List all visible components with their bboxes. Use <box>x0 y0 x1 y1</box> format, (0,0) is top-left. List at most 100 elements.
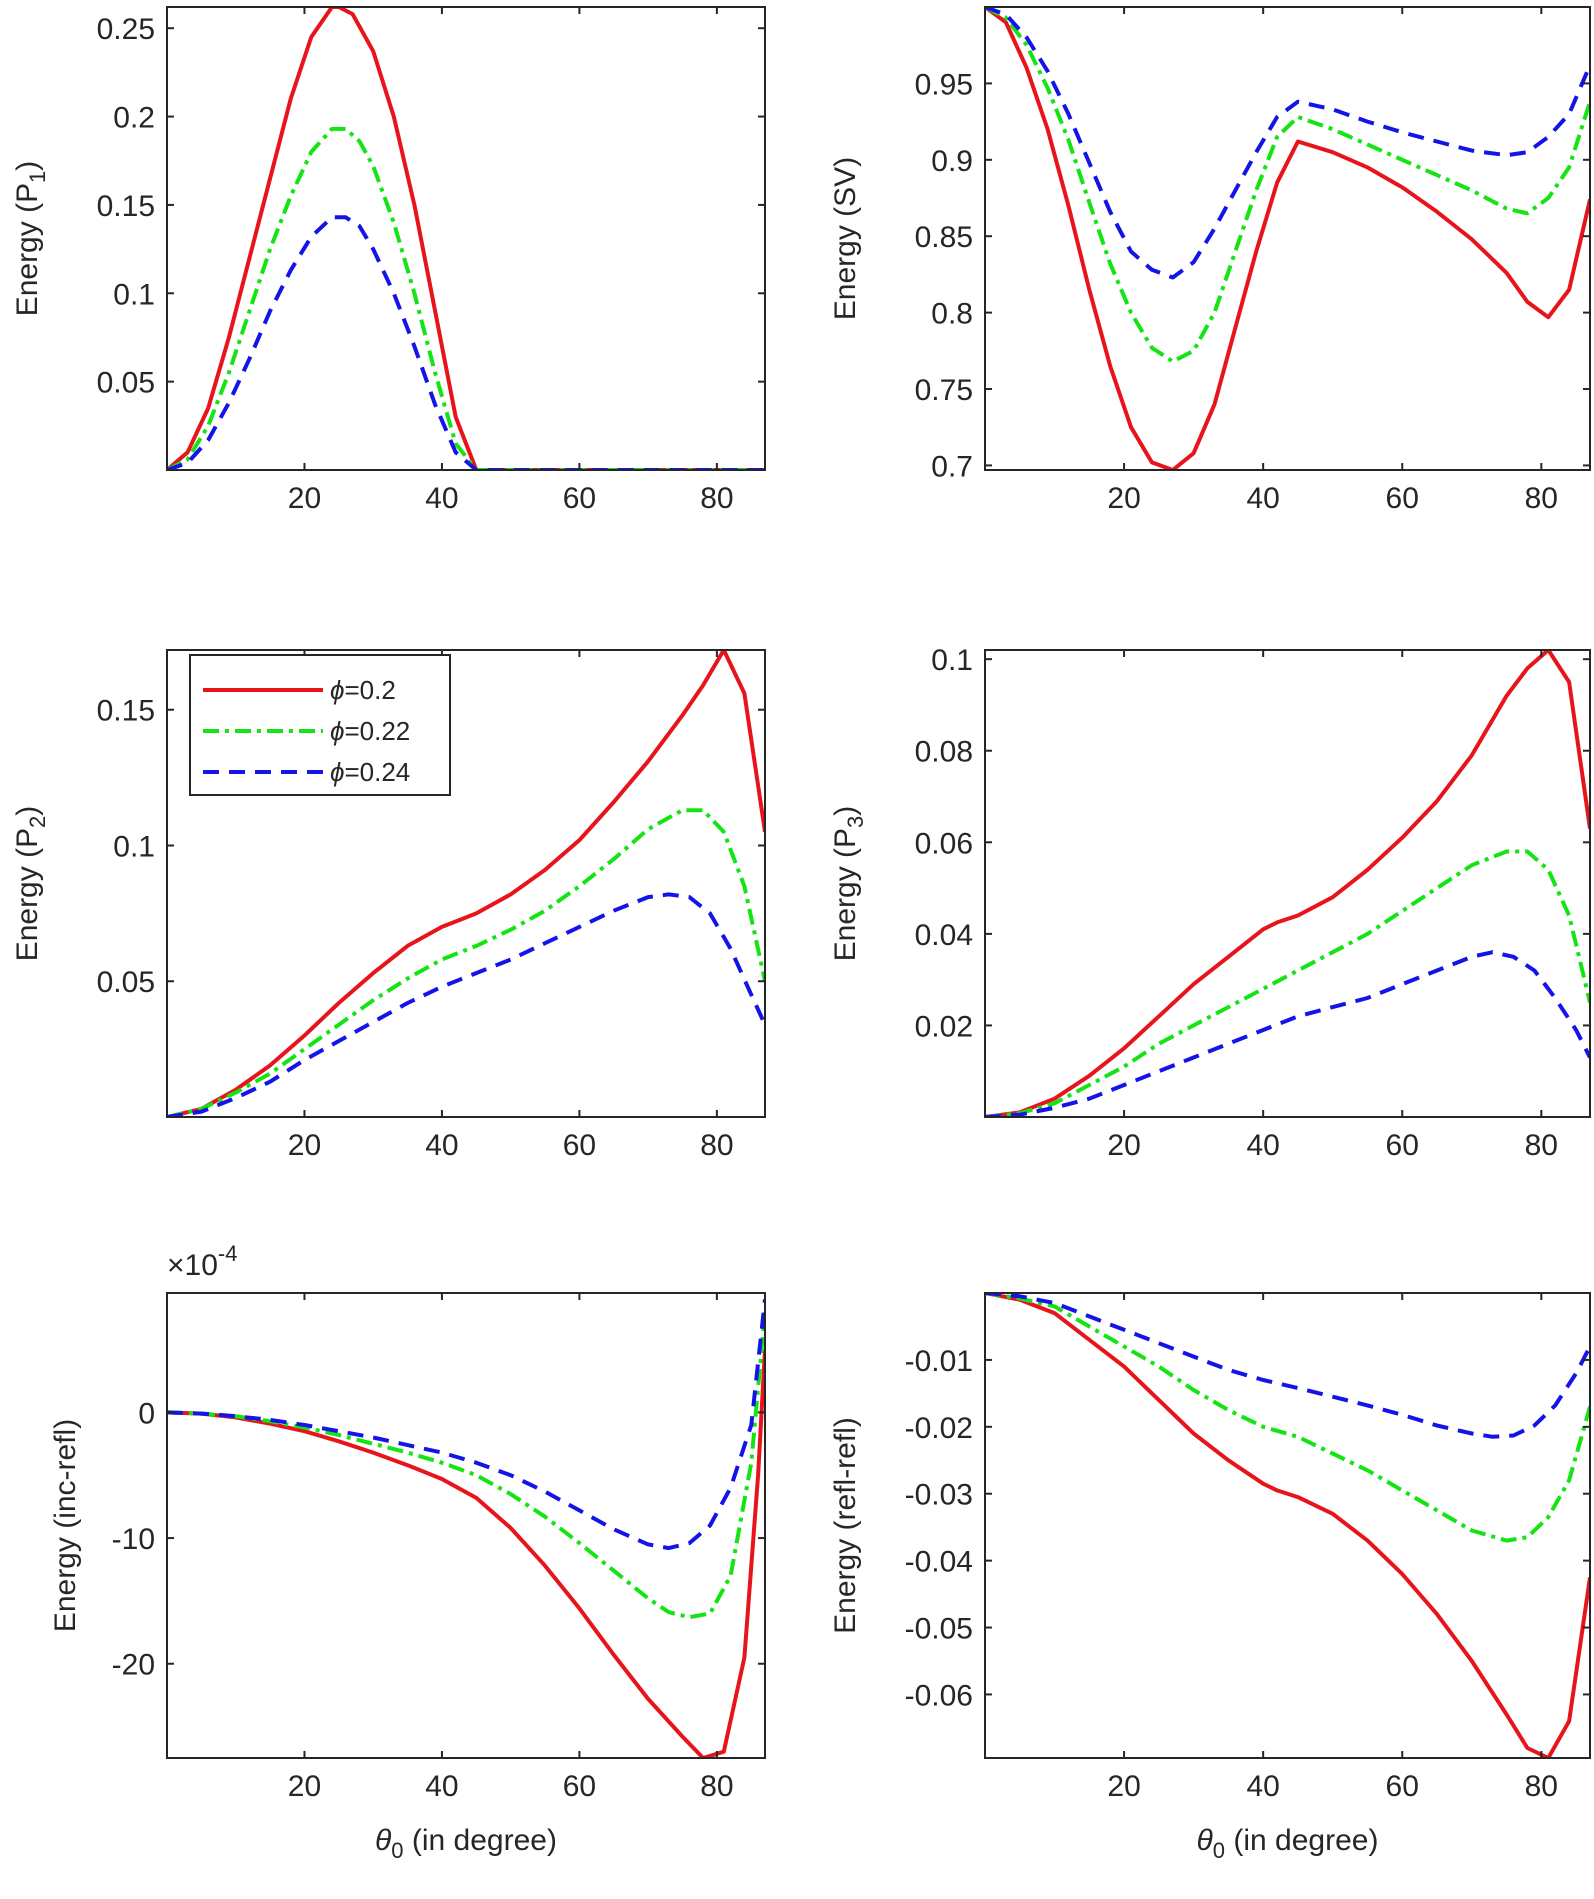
legend: ϕ=0.2 ϕ=0.22 ϕ=0.24 <box>189 654 451 796</box>
y-tick-label: -0.01 <box>905 1345 973 1378</box>
x-tick-label: 40 <box>1246 1129 1279 1162</box>
legend-label-phi-0.22: ϕ=0.22 <box>330 716 410 746</box>
y-tick-label: 0.1 <box>931 644 973 677</box>
y-tick-label: 0.8 <box>931 298 973 331</box>
y-tick-label: -0.04 <box>905 1546 973 1579</box>
y-axis-label: Energy (SV) <box>829 157 862 320</box>
series-line-0 <box>985 650 1590 1117</box>
y-tick-label: -20 <box>112 1649 155 1682</box>
y-tick-label: 0.02 <box>915 1010 973 1043</box>
x-tick-label: 20 <box>1107 1770 1140 1803</box>
y-axis-label-main: Energy (refl-refl) <box>829 1417 862 1634</box>
y-axis-label: Energy (inc-refl) <box>49 1419 82 1632</box>
axes-frame <box>166 649 766 1118</box>
chart-panel-energy-sv: 20 40 60 80 0.7 0.75 0.8 0.85 0.9 0.95 Energy (SV) <box>829 6 1591 515</box>
y-axis-label-main: Energy (SV) <box>829 157 862 320</box>
series-line-1 <box>167 808 765 1117</box>
plot-area <box>985 1293 1590 1758</box>
series-line-2 <box>985 1293 1590 1439</box>
y-tick-label: -0.05 <box>905 1613 973 1646</box>
series-line-0 <box>985 7 1590 470</box>
x-tick-label: 40 <box>1246 482 1279 515</box>
x-tick-label: 40 <box>425 482 458 515</box>
x-tick-label: 60 <box>1386 482 1419 515</box>
y-tick-label: 0.06 <box>915 827 973 860</box>
x-axis-label: θ0 (in degree) <box>1197 1824 1379 1863</box>
y-axis-label-end: ) <box>11 161 44 171</box>
y-axis-label-subscript: 3 <box>843 816 868 828</box>
x-axis-label-subscript: 0 <box>1213 1838 1225 1863</box>
y-axis-label-main: Energy (P <box>829 828 862 961</box>
series-group <box>167 7 765 470</box>
x-axis-label-subscript: 0 <box>391 1838 403 1863</box>
chart-panel-energy-p3: 20 40 60 80 0.02 0.04 0.06 0.08 0.1 Energy (P3) <box>829 644 1591 1162</box>
series-group <box>985 1293 1590 1758</box>
y-tick-label: -0.03 <box>905 1479 973 1512</box>
plot-area <box>167 1293 765 1758</box>
chart-panel-energy-p1: 20 40 60 80 0.05 0.1 0.15 0.2 0.25 Energy (P1) <box>11 6 766 515</box>
y-axis-label-main: Energy (P <box>11 828 44 961</box>
y-tick-label: 0.15 <box>97 695 155 728</box>
series-line-2 <box>985 950 1590 1117</box>
x-tick-label: 80 <box>700 1770 733 1803</box>
x-tick-label: 80 <box>1525 482 1558 515</box>
y-axis-exponent: ×10-4 <box>167 1241 237 1282</box>
series-group <box>167 650 765 1117</box>
x-tick-label: 60 <box>563 482 596 515</box>
y-tick-label: 0.1 <box>113 830 155 863</box>
x-tick-label: 60 <box>1386 1129 1419 1162</box>
y-axis-label: Energy (P2) <box>11 806 50 962</box>
series-group <box>985 650 1590 1117</box>
x-tick-label: 60 <box>563 1129 596 1162</box>
x-tick-label: 20 <box>288 1129 321 1162</box>
y-axis-exponent-base: ×10 <box>167 1249 218 1282</box>
y-tick-label: -0.02 <box>905 1412 973 1445</box>
plot-area <box>985 7 1590 470</box>
y-tick-label: 0.04 <box>915 919 973 952</box>
y-axis-label: Energy (P1) <box>11 161 50 317</box>
x-tick-label: 40 <box>425 1770 458 1803</box>
axes-frame <box>984 649 1591 1118</box>
y-tick-label: 0.7 <box>931 450 973 483</box>
x-tick-label: 80 <box>700 1129 733 1162</box>
y-tick-label: 0.05 <box>97 367 155 400</box>
y-axis-label: Energy (refl-refl) <box>829 1417 862 1634</box>
legend-label-phi-0.2: ϕ=0.2 <box>330 675 396 705</box>
x-tick-label: 40 <box>425 1129 458 1162</box>
series-line-0 <box>167 650 765 1117</box>
legend-value: =0.2 <box>344 675 395 705</box>
axes-frame <box>166 1292 766 1759</box>
y-tick-label: 0.85 <box>915 221 973 254</box>
series-line-1 <box>985 7 1590 364</box>
x-tick-label: 60 <box>563 1770 596 1803</box>
axes-frame <box>984 6 1591 471</box>
axes-frame <box>984 1292 1591 1759</box>
y-tick-label: 0.08 <box>915 736 973 769</box>
series-line-1 <box>167 126 765 470</box>
legend-value: =0.22 <box>344 716 410 746</box>
x-tick-label: 20 <box>288 482 321 515</box>
y-tick-label: 0.75 <box>915 374 973 407</box>
x-tick-label: 80 <box>1525 1129 1558 1162</box>
y-axis-label-subscript: 2 <box>25 816 50 828</box>
y-axis-label-main: Energy (inc-refl) <box>49 1419 82 1632</box>
y-tick-label: 0.95 <box>915 68 973 101</box>
legend-value: =0.24 <box>344 757 410 787</box>
y-axis-exponent-power: -4 <box>218 1241 238 1266</box>
legend-symbol: ϕ <box>330 716 344 746</box>
y-axis-label-main: Energy (P <box>11 183 44 316</box>
series-line-0 <box>167 7 765 470</box>
y-axis-label-end: ) <box>829 806 862 816</box>
plot-area <box>167 7 765 470</box>
y-tick-label: 0.25 <box>97 13 155 46</box>
series-line-1 <box>985 1293 1590 1543</box>
y-axis-label-subscript: 1 <box>25 171 50 183</box>
y-tick-label: 0.9 <box>931 145 973 178</box>
series-line-2 <box>167 1299 765 1551</box>
x-tick-label: 20 <box>1107 482 1140 515</box>
chart-panel-energy-refl-refl: 20 40 60 80 -0.06 -0.05 -0.04 -0.03 -0.02 -0.01 En… <box>829 1292 1591 1863</box>
x-axis-label-text: (in degree) <box>404 1824 557 1857</box>
y-tick-label: -10 <box>112 1523 155 1556</box>
